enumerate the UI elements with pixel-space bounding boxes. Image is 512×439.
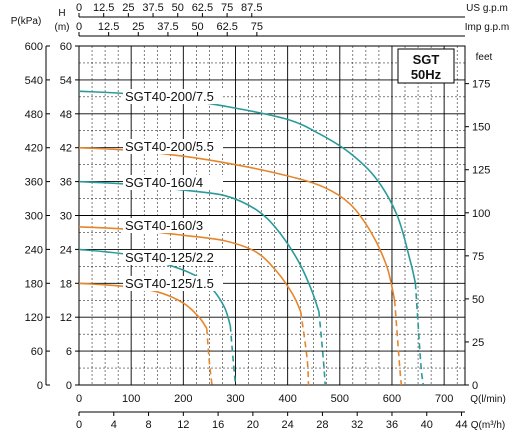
tick-label-kpa: 180 [25, 278, 43, 290]
tick-label-feet: 175 [472, 79, 490, 91]
tick-label-usgpm: 12.5 [93, 2, 114, 14]
curve-label-SGT40-160/3: SGT40-160/3 [125, 218, 203, 233]
chart-title: SGT [413, 52, 440, 67]
tick-label-feet: 150 [472, 122, 490, 134]
tick-label-lpm: 600 [383, 393, 401, 405]
tick-label-impgpm: 50 [191, 21, 203, 33]
tick-label-m3h: 24 [282, 419, 294, 431]
tick-label-usgpm: 37.5 [142, 2, 163, 14]
tick-label-kpa: 240 [25, 244, 43, 256]
tick-label-head-m: 0 [66, 380, 72, 392]
tick-label-kpa: 120 [25, 312, 43, 324]
tick-label-kpa: 60 [31, 346, 43, 358]
curve-tail-SGT40-125/1.5 [206, 328, 213, 386]
tick-label-lpm: 200 [174, 393, 192, 405]
axis-label-feet: feet [476, 52, 493, 63]
tick-label-impgpm: 0 [76, 21, 82, 33]
curve-label-bg [123, 139, 223, 154]
tick-label-feet: 100 [472, 208, 490, 220]
chart-subtitle: 50Hz [411, 67, 442, 82]
tick-label-kpa: 540 [25, 75, 43, 87]
tick-label-feet: 25 [472, 337, 484, 349]
curve-label-SGT40-200/5.5: SGT40-200/5.5 [125, 139, 214, 154]
tick-label-head-m: 12 [60, 312, 72, 324]
tick-label-feet: 125 [472, 165, 490, 177]
tick-label-feet: 50 [472, 294, 484, 306]
axis-text: 0612182430364248546006012018024030036042… [11, 2, 510, 431]
tick-label-head-m: 36 [60, 177, 72, 189]
tick-label-lpm: 700 [435, 393, 453, 405]
tick-label-m3h: 40 [421, 419, 433, 431]
tick-label-head-m: 48 [60, 109, 72, 121]
tick-label-kpa: 600 [25, 41, 43, 53]
axis-label-m3h: Q(m³/h) [471, 420, 505, 431]
tick-label-lpm: 400 [278, 393, 296, 405]
tick-label-usgpm: 25 [122, 2, 134, 14]
tick-label-m3h: 44 [455, 419, 467, 431]
curve-SGT40-160/4 [78, 180, 320, 312]
tick-label-usgpm: 87.5 [241, 2, 262, 14]
tick-label-usgpm: 50 [172, 2, 184, 14]
tick-label-lpm: 0 [76, 393, 82, 405]
tick-label-kpa: 480 [25, 109, 43, 121]
curve-label-bg [123, 250, 223, 265]
tick-label-head-m: 6 [66, 346, 72, 358]
tick-label-feet: 0 [472, 380, 478, 392]
curve-label-bg [123, 218, 223, 233]
tick-label-m3h: 32 [351, 419, 363, 431]
tick-label-impgpm: 37.5 [157, 21, 178, 33]
tick-label-m3h: 4 [111, 419, 117, 431]
tick-label-head-m: 60 [60, 41, 72, 53]
tick-label-feet: 75 [472, 251, 484, 263]
tick-label-head-m: 54 [60, 75, 72, 87]
curve-SGT40-125/1.5 [78, 282, 208, 329]
curve-tail-SGT40-160/3 [299, 311, 310, 386]
tick-label-m3h: 16 [212, 419, 224, 431]
tick-label-usgpm: 0 [76, 2, 82, 14]
tick-label-head-m: 18 [60, 278, 72, 290]
tick-label-m3h: 0 [76, 419, 82, 431]
axis-label-usgpm: US g.p.m [466, 3, 508, 14]
axis-label-head-unit: (m) [55, 22, 70, 33]
tick-label-impgpm: 25 [132, 21, 144, 33]
curve-label-SGT40-200/7.5: SGT40-200/7.5 [125, 89, 214, 104]
tick-label-kpa: 0 [37, 380, 43, 392]
tick-label-impgpm: 62.5 [216, 21, 237, 33]
curve-label-bg [123, 89, 223, 104]
axis-label-impgpm: Imp g.p.m [465, 22, 509, 33]
tick-label-lpm: 100 [122, 393, 140, 405]
curve-tail-SGT40-160/4 [318, 311, 326, 386]
tick-label-kpa: 360 [25, 177, 43, 189]
curve-label-SGT40-125/2.2: SGT40-125/2.2 [125, 250, 214, 265]
tick-label-m3h: 8 [145, 419, 151, 431]
tick-label-kpa: 300 [25, 211, 43, 223]
curve-label-bg [123, 276, 223, 291]
axis-label-kpa: P(kPa) [11, 16, 42, 27]
curve-label-SGT40-125/1.5: SGT40-125/1.5 [125, 276, 214, 291]
tick-label-m3h: 12 [177, 419, 189, 431]
curve-tail-SGT40-125/2.2 [229, 325, 237, 386]
curve-label-bg [123, 175, 223, 190]
tick-label-lpm: 500 [331, 393, 349, 405]
title-box [397, 48, 455, 84]
tick-label-head-m: 24 [60, 244, 72, 256]
tick-label-m3h: 20 [247, 419, 259, 431]
curve-tail-SGT40-200/5.5 [393, 300, 403, 386]
tick-label-kpa: 420 [25, 143, 43, 155]
tick-label-m3h: 28 [316, 419, 328, 431]
tick-label-usgpm: 62.5 [192, 2, 213, 14]
tick-label-m3h: 36 [386, 419, 398, 431]
curve-SGT40-160/3 [78, 226, 302, 312]
curve-label-SGT40-160/4: SGT40-160/4 [125, 175, 203, 190]
tick-label-impgpm: 75 [251, 21, 263, 33]
axis-label-lpm: Q(l/min) [470, 394, 506, 405]
pump-curves: SGT40-200/7.5 SGT40-200/5.5 SGT40-160/4 SGT… [78, 89, 425, 386]
tick-label-head-m: 30 [60, 211, 72, 223]
axis-label-head: H [58, 8, 65, 19]
tick-label-usgpm: 75 [221, 2, 233, 14]
tick-label-impgpm: 12.5 [98, 21, 119, 33]
tick-label-lpm: 300 [226, 393, 244, 405]
tick-label-head-m: 42 [60, 143, 72, 155]
